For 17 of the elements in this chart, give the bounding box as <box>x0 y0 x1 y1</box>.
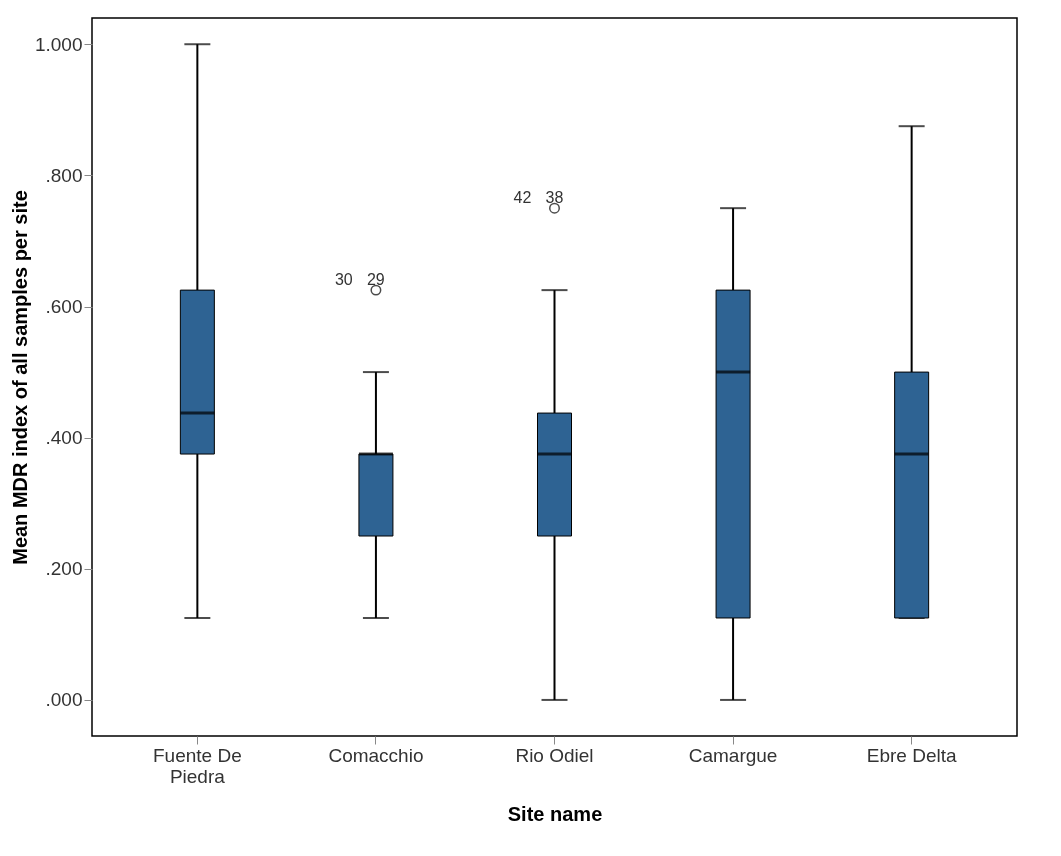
x-tick-label: Fuente De Piedra <box>152 744 242 787</box>
x-tick-label: Ebre Delta <box>866 744 957 766</box>
annotation: 38 <box>545 189 564 207</box>
x-tick-label: Comacchio <box>328 744 424 766</box>
x-axis-title: Site name <box>507 802 603 825</box>
y-axis-title: Mean MDR index of all samples per site <box>8 190 31 565</box>
annotation: 30 <box>334 271 353 289</box>
y-tick-label: .400 <box>45 427 83 449</box>
annotation: 29 <box>366 271 385 289</box>
annotation: 42 <box>513 189 532 207</box>
y-tick-label: 1.000 <box>34 33 83 55</box>
x-tick-label: Rio Odiel <box>515 744 594 766</box>
y-tick-label: .200 <box>45 558 83 580</box>
y-tick-label: .600 <box>45 296 83 318</box>
x-tick-label: Camargue <box>688 744 778 766</box>
y-tick-label: .000 <box>45 689 83 711</box>
y-tick-label: .800 <box>45 164 83 186</box>
